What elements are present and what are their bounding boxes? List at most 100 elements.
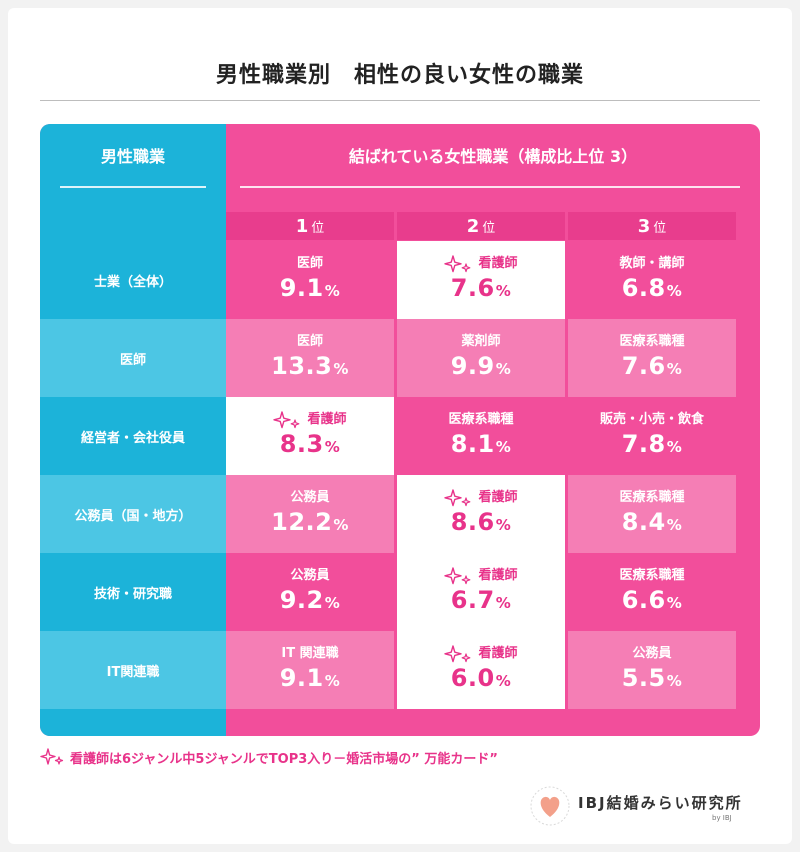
female-occupation: 公務員 — [632, 645, 671, 663]
rank-suffix: 位 — [653, 220, 667, 236]
table-cell: 看護師 8.3% — [226, 397, 394, 475]
female-occupation: 医療系職種 — [448, 411, 513, 429]
share-number: 9.2 — [279, 585, 324, 614]
row-label: IT関連職 — [40, 631, 226, 709]
female-occupation: 薬剤師 — [461, 333, 500, 351]
share-value: 13.3% — [271, 351, 349, 384]
share-value: 6.0% — [451, 663, 512, 696]
share-unit: % — [495, 593, 512, 612]
occupation-name: 医療系職種 — [619, 567, 685, 583]
occupation-name: 看護師 — [307, 411, 347, 427]
share-number: 6.8 — [621, 273, 666, 302]
occupation-name: 医療系職種 — [619, 489, 685, 505]
share-value: 8.6% — [451, 507, 512, 540]
occupation-name: 公務員 — [632, 645, 672, 661]
table-cell: 看護師 6.7% — [397, 553, 565, 631]
occupation-name: IT 関連職 — [281, 645, 339, 661]
share-value: 9.9% — [451, 351, 512, 384]
page-title: 男性職業別 相性の良い女性の職業 — [215, 63, 584, 88]
table-cell: 医療系職種 7.6% — [568, 319, 736, 397]
female-occupation: 看護師 — [273, 410, 347, 429]
share-number: 6.0 — [450, 663, 495, 692]
table-cell: 教師・講師 6.8% — [568, 241, 736, 319]
share-unit: % — [324, 437, 341, 456]
occupation-name: 医療系職種 — [619, 333, 685, 349]
share-value: 9.1% — [280, 273, 341, 306]
logo-by-text: by IBJ — [712, 814, 732, 822]
occupation-name: 薬剤師 — [461, 333, 501, 349]
share-number: 12.2 — [271, 507, 333, 536]
share-unit: % — [324, 671, 341, 690]
share-number: 5.5 — [621, 663, 666, 692]
share-number: 6.7 — [450, 585, 495, 614]
occupation-name: 看護師 — [478, 645, 518, 661]
share-unit: % — [495, 437, 512, 456]
share-unit: % — [666, 281, 683, 300]
female-occupation: 看護師 — [444, 566, 518, 585]
share-value: 6.7% — [451, 585, 512, 618]
share-value: 8.1% — [451, 429, 512, 462]
sparkle-icon — [444, 566, 471, 584]
share-unit: % — [333, 359, 349, 378]
rank-number: 2 — [466, 215, 480, 237]
table-cell: 医療系職種 8.4% — [568, 475, 736, 553]
female-occupation: 公務員 — [290, 489, 329, 507]
table-cell: 公務員 5.5% — [568, 631, 736, 709]
female-occupation: 看護師 — [444, 488, 518, 507]
share-number: 8.6 — [450, 507, 495, 536]
table-cell: 医療系職種 6.6% — [568, 553, 736, 631]
share-unit: % — [324, 593, 341, 612]
rank-number: 1 — [295, 215, 309, 237]
table-cell: 公務員 12.2% — [226, 475, 394, 553]
share-unit: % — [666, 515, 683, 534]
female-occupation: 医療系職種 — [619, 333, 684, 351]
share-unit: % — [666, 671, 683, 690]
share-unit: % — [495, 515, 512, 534]
female-occupation-header: 結ばれている女性職業（構成比上位 3） — [348, 147, 638, 166]
share-value: 7.6% — [622, 351, 683, 384]
row-label: 技術・研究職 — [93, 586, 172, 602]
share-value: 7.6% — [451, 273, 512, 306]
share-number: 9.1 — [279, 273, 324, 302]
sparkle-icon — [273, 410, 300, 428]
share-unit: % — [324, 281, 341, 300]
table-cell: 看護師 6.0% — [397, 631, 565, 709]
sparkle-icon — [444, 644, 471, 662]
table-cell: 医師 13.3% — [226, 319, 394, 397]
female-occupation: 教師・講師 — [619, 255, 684, 273]
table-cell: 看護師 7.6% — [397, 241, 565, 319]
share-unit: % — [666, 359, 683, 378]
sparkle-icon — [444, 488, 471, 506]
table-cell: IT 関連職 9.1% — [226, 631, 394, 709]
share-number: 8.4 — [621, 507, 666, 536]
logo-text: IBJ結婚みらい研究所 — [578, 794, 743, 812]
female-occupation: 看護師 — [444, 254, 518, 273]
female-occupation: 販売・小売・飲食 — [600, 411, 704, 429]
share-unit: % — [666, 593, 683, 612]
share-number: 9.9 — [450, 351, 495, 380]
rank-number: 3 — [637, 215, 651, 237]
share-number: 6.6 — [621, 585, 666, 614]
share-unit: % — [666, 437, 683, 456]
share-number: 9.1 — [279, 663, 324, 692]
row-label: 医師 — [40, 319, 226, 397]
occupation-name: 医師 — [296, 333, 323, 349]
share-value: 9.1% — [280, 663, 341, 696]
share-number: 7.8 — [621, 429, 666, 458]
share-value: 7.8% — [622, 429, 683, 462]
occupation-name: 公務員 — [290, 567, 330, 583]
share-number: 8.3 — [279, 429, 324, 458]
female-occupation: IT 関連職 — [281, 645, 338, 663]
ibj-logo: IBJ結婚みらい研究所 by IBJ — [530, 786, 760, 826]
occupation-name: 看護師 — [478, 255, 518, 271]
row-label: 経営者・会社役員 — [80, 430, 185, 446]
share-value: 6.8% — [622, 273, 683, 306]
share-number: 13.3 — [271, 351, 333, 380]
share-unit: % — [333, 515, 349, 534]
share-value: 8.3% — [280, 429, 341, 462]
rank-suffix: 位 — [482, 220, 496, 236]
